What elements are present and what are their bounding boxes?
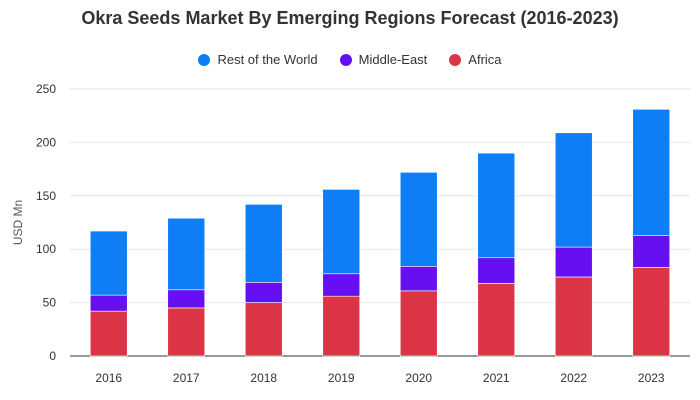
legend-label-africa: Africa — [468, 52, 502, 67]
legend-swatch-africa — [449, 53, 462, 66]
bar-rest-of-the-world-2018[interactable] — [244, 204, 283, 283]
bar-middle-east-2019[interactable] — [322, 273, 361, 297]
legend-label-rest-of-world: Rest of the World — [217, 52, 318, 67]
x-tick-label-2022: 2022 — [560, 371, 587, 385]
x-tick-label-2020: 2020 — [405, 371, 432, 385]
bar-africa-2017[interactable] — [167, 307, 206, 357]
bar-africa-2023[interactable] — [632, 267, 671, 357]
x-tick-label-2021: 2021 — [483, 371, 510, 385]
legend-swatch-rest-of-world — [198, 53, 211, 66]
bar-africa-2022[interactable] — [554, 276, 593, 357]
y-tick-label-250: 250 — [36, 82, 56, 96]
x-tick-label-2018: 2018 — [250, 371, 277, 385]
bar-middle-east-2016[interactable] — [89, 294, 128, 312]
legend-item-africa[interactable]: Africa — [449, 52, 502, 67]
x-tick-label-2019: 2019 — [328, 371, 355, 385]
bar-africa-2019[interactable] — [322, 295, 361, 357]
bar-middle-east-2017[interactable] — [167, 289, 206, 309]
bar-middle-east-2022[interactable] — [554, 246, 593, 278]
chart-title: Okra Seeds Market By Emerging Regions Fo… — [81, 8, 619, 28]
bar-rest-of-the-world-2016[interactable] — [89, 230, 128, 296]
x-tick-label-2023: 2023 — [638, 371, 665, 385]
x-tick-label-2016: 2016 — [95, 371, 122, 385]
legend-swatch-middle-east — [339, 53, 352, 66]
legend-item-middle-east[interactable]: Middle-East — [339, 52, 428, 67]
bar-rest-of-the-world-2022[interactable] — [554, 132, 593, 248]
bar-rest-of-the-world-2017[interactable] — [167, 217, 206, 291]
y-tick-label-0: 0 — [49, 349, 56, 363]
bar-africa-2020[interactable] — [399, 290, 438, 357]
y-tick-label-200: 200 — [36, 135, 56, 149]
bar-middle-east-2023[interactable] — [632, 235, 671, 268]
legend-item-rest-of-world[interactable]: Rest of the World — [198, 52, 318, 67]
x-tick-label-2017: 2017 — [173, 371, 200, 385]
bar-africa-2016[interactable] — [89, 310, 128, 357]
y-tick-label-100: 100 — [36, 242, 56, 256]
bar-rest-of-the-world-2019[interactable] — [322, 189, 361, 275]
chart-legend: Rest of the World Middle-East Africa — [0, 52, 700, 67]
bar-rest-of-the-world-2021[interactable] — [477, 152, 516, 259]
y-tick-label-50: 50 — [43, 296, 57, 310]
bar-africa-2021[interactable] — [477, 283, 516, 357]
y-axis-title: USD Mn — [11, 200, 25, 245]
y-tick-label-150: 150 — [36, 189, 56, 203]
bar-rest-of-the-world-2023[interactable] — [632, 108, 671, 236]
bar-middle-east-2018[interactable] — [244, 282, 283, 303]
bar-middle-east-2020[interactable] — [399, 265, 438, 292]
bar-rest-of-the-world-2020[interactable] — [399, 172, 438, 267]
bar-middle-east-2021[interactable] — [477, 257, 516, 284]
legend-label-middle-east: Middle-East — [358, 52, 428, 67]
bar-africa-2018[interactable] — [244, 302, 283, 357]
